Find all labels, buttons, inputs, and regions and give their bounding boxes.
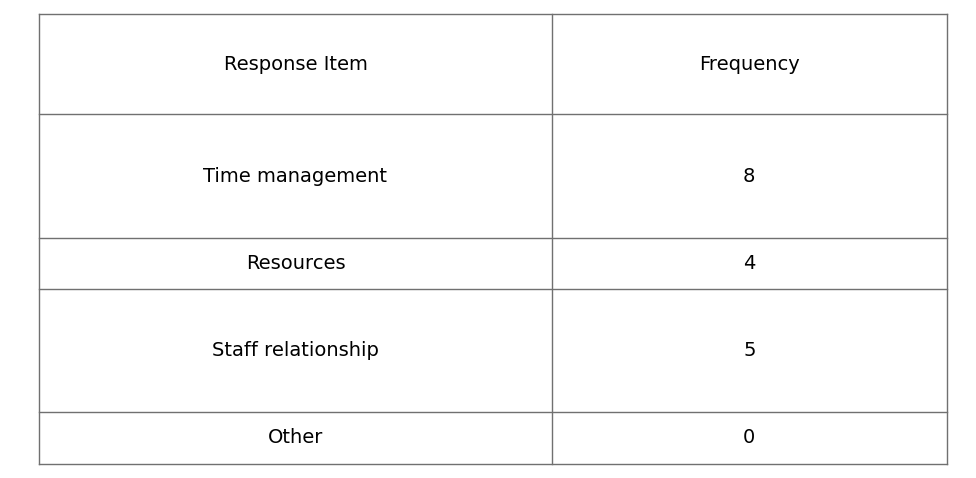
Text: Time management: Time management — [203, 167, 387, 185]
Text: 0: 0 — [743, 428, 755, 447]
Text: 5: 5 — [743, 341, 755, 360]
Text: Staff relationship: Staff relationship — [212, 341, 379, 360]
Text: 4: 4 — [743, 254, 755, 273]
Text: Other: Other — [267, 428, 323, 447]
Text: 8: 8 — [743, 167, 755, 185]
Text: Response Item: Response Item — [224, 55, 367, 74]
Text: Frequency: Frequency — [699, 55, 799, 74]
Text: Resources: Resources — [246, 254, 346, 273]
